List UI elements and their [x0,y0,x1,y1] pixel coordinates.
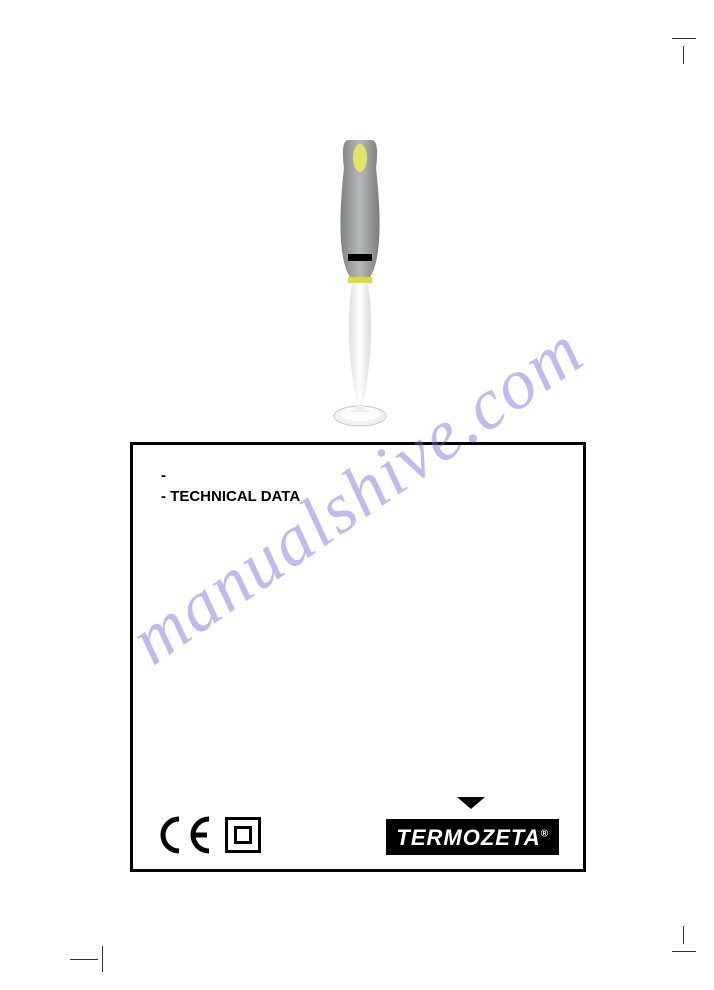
product-image [300,138,420,438]
crop-mark [672,38,696,39]
box-footer: TERMOZETA® [157,807,559,855]
class2-inner-icon [234,826,252,844]
crop-mark [102,946,103,972]
certification-symbols [157,815,261,855]
crop-mark [683,46,684,64]
technical-data-box: TECHNICAL DATA TER [130,442,586,872]
crop-mark [672,951,696,952]
class2-icon [225,817,261,853]
list-item: TECHNICAL DATA [161,486,555,507]
list-item [161,465,555,486]
list-item-label: TECHNICAL DATA [170,488,300,505]
brand-trademark: ® [541,829,549,840]
crop-mark [683,926,684,944]
page: manualshive.com [0,0,714,990]
hand-blender-icon [300,138,420,438]
brand-badge: TERMOZETA® [386,819,559,855]
brand-triangle-icon [457,797,485,809]
brand-badge-wrapper: TERMOZETA® [386,807,559,855]
data-list: TECHNICAL DATA [161,465,555,507]
ce-mark-icon [157,815,217,855]
brand-name-text: TERMOZETA [396,825,540,850]
brand-name: TERMOZETA® [396,825,549,851]
crop-mark [70,959,98,960]
